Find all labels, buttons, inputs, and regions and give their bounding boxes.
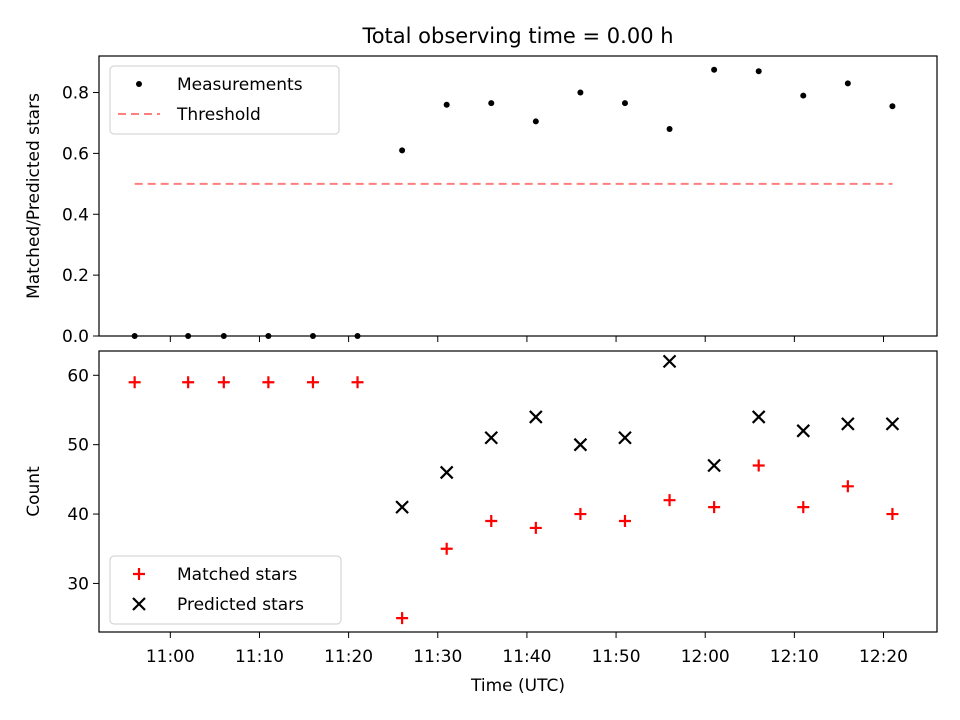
data-point xyxy=(800,92,807,99)
plot-frame xyxy=(98,55,938,337)
data-point xyxy=(618,430,632,445)
data-point xyxy=(396,612,409,625)
data-point xyxy=(618,514,631,527)
y-tick-label: 0.6 xyxy=(62,144,89,164)
data-point xyxy=(841,417,855,431)
legend: Matched stars Predicted stars xyxy=(109,555,342,625)
data-point xyxy=(182,376,195,389)
y-tick-label: 30 xyxy=(67,574,89,594)
data-point xyxy=(751,410,766,424)
bottom-panel: 30 40 50 60 11:00 11:10 11:20 11:30 11:40 11:50 12… xyxy=(24,350,938,696)
x-axis-label: Time (UTC) xyxy=(470,676,565,696)
x-tick-label: 12:10 xyxy=(770,647,819,667)
data-point xyxy=(217,376,230,389)
data-point xyxy=(443,101,450,108)
chart-title: Total observing time = 0.00 h xyxy=(361,24,673,48)
legend-box xyxy=(109,555,342,625)
top-panel: 0.0 0.2 0.4 0.6 0.8 Matched/Predicted stars To… xyxy=(24,24,938,347)
data-point xyxy=(796,424,811,438)
y-tick-label: 60 xyxy=(67,366,89,386)
data-point xyxy=(529,521,542,534)
data-point xyxy=(395,500,409,514)
legend-label: Predicted stars xyxy=(177,595,304,615)
y-tick-label: 0.8 xyxy=(62,84,89,104)
plot-frame xyxy=(98,350,938,633)
series-matched-stars xyxy=(128,376,899,625)
data-point xyxy=(752,459,765,472)
series-predicted-stars xyxy=(395,354,900,514)
data-point xyxy=(663,494,676,507)
legend: Measurements Threshold xyxy=(109,65,340,135)
data-point xyxy=(532,118,539,125)
x-tick-label: 12:00 xyxy=(681,647,730,667)
data-point xyxy=(844,80,851,87)
y-tick-label: 40 xyxy=(67,505,89,525)
data-point xyxy=(708,501,721,514)
legend-marker-x xyxy=(132,597,146,611)
data-point xyxy=(128,376,141,389)
data-point xyxy=(573,437,588,452)
data-point xyxy=(440,542,453,555)
data-point xyxy=(662,354,677,369)
data-point xyxy=(351,376,364,389)
legend-label: Threshold xyxy=(176,105,261,125)
y-axis-label: Count xyxy=(24,466,44,517)
data-point xyxy=(306,376,319,389)
data-point xyxy=(262,376,275,389)
legend-marker-dot xyxy=(136,81,142,87)
data-point xyxy=(885,417,900,431)
data-point xyxy=(711,66,718,73)
y-tick-label: 0.4 xyxy=(62,205,89,225)
x-tick-label: 11:50 xyxy=(592,647,641,667)
data-point xyxy=(889,103,896,110)
data-point xyxy=(797,501,810,514)
legend-label: Matched stars xyxy=(177,565,297,585)
x-tick-label: 11:20 xyxy=(324,647,373,667)
data-point xyxy=(574,508,587,521)
data-point xyxy=(621,100,628,107)
data-point xyxy=(484,430,499,445)
data-point xyxy=(707,458,721,473)
data-point xyxy=(666,126,673,133)
data-point xyxy=(841,480,854,493)
data-point xyxy=(485,514,498,527)
data-point xyxy=(577,89,584,96)
y-axis-label: Matched/Predicted stars xyxy=(24,93,44,299)
y-tick-label: 0.2 xyxy=(62,266,89,286)
data-point xyxy=(529,410,543,424)
data-point xyxy=(399,147,406,154)
legend-box xyxy=(109,65,340,135)
data-point xyxy=(886,508,899,521)
data-point xyxy=(488,100,495,107)
x-tick-label: 11:30 xyxy=(413,647,462,667)
x-tick-label: 11:40 xyxy=(502,647,551,667)
data-point xyxy=(755,68,762,75)
y-tick-label: 0.0 xyxy=(62,327,89,347)
data-point xyxy=(439,465,454,480)
x-tick-label: 12:20 xyxy=(859,647,908,667)
legend-marker-plus xyxy=(133,568,145,580)
x-tick-label: 11:10 xyxy=(235,647,284,667)
x-tick-label: 11:00 xyxy=(146,647,195,667)
legend-label: Measurements xyxy=(177,75,303,95)
y-tick-label: 50 xyxy=(67,436,89,456)
